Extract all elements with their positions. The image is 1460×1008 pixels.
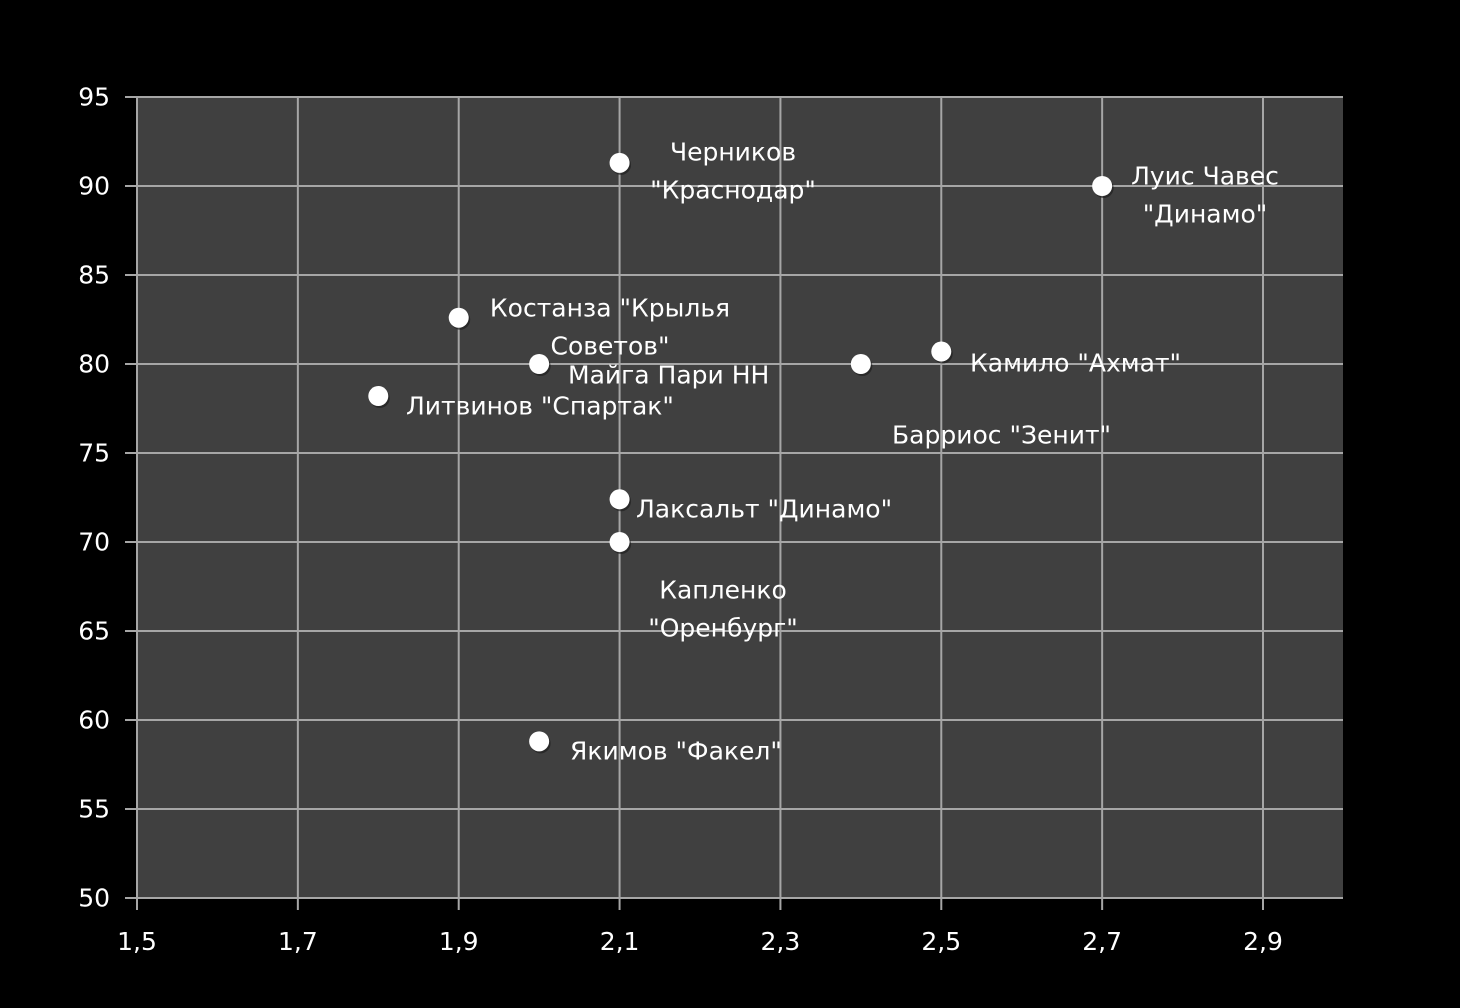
data-point [448,307,469,328]
x-tick-label: 1,7 [278,927,318,956]
data-point-group [529,731,551,754]
data-point [1092,176,1113,196]
data-label: "Оренбург" [648,614,798,643]
x-tick-label: 1,9 [439,927,479,956]
data-label: "Динамо" [1143,200,1268,229]
data-label: Луис Чавес [1131,162,1279,191]
data-point [931,341,952,362]
data-label: Лаксальт "Динамо" [636,495,892,524]
data-point-group [368,386,390,409]
x-tick-label: 2,5 [921,927,961,956]
y-tick-label: 60 [78,706,110,735]
data-point-group [448,307,471,330]
data-label: Капленко [659,576,787,605]
data-label: Камило "Ахмат" [970,349,1181,378]
data-label: Черников [670,138,796,167]
data-point-group [529,354,551,376]
data-point [609,532,630,552]
y-tick-label: 75 [78,439,110,468]
x-tick-label: 2,7 [1082,927,1122,956]
data-label: Майга Пари НН [568,361,769,390]
y-tick-label: 80 [78,350,110,379]
plot-area [137,97,1343,898]
data-label: "Краснодар" [650,176,816,205]
x-tick-label: 2,9 [1243,927,1283,956]
data-label: Советов" [551,332,670,361]
x-tick-label: 2,1 [600,927,640,956]
data-point [529,731,550,752]
y-tick-label: 55 [78,795,110,824]
y-tick-label: 90 [78,172,110,201]
data-point [850,354,871,374]
y-tick-label: 95 [78,83,110,112]
x-tick-label: 2,3 [761,927,801,956]
data-label: Барриос "Зенит" [892,421,1111,450]
data-point [609,489,630,510]
data-point [368,386,389,407]
data-point-group [609,532,632,554]
y-tick-label: 65 [78,617,110,646]
data-label: Костанза "Крылья [490,294,730,323]
x-tick-label: 1,5 [117,927,157,956]
data-point-group [931,341,953,364]
y-tick-label: 70 [78,528,110,557]
data-point-group [850,354,873,376]
data-point [609,152,630,173]
data-label: Литвинов "Спартак" [406,392,674,421]
data-label: Якимов "Факел" [570,737,782,766]
data-point [529,354,550,374]
data-point-group [609,152,632,175]
data-point-group [609,489,632,512]
y-tick-label: 85 [78,261,110,290]
data-point-group [1092,176,1114,198]
y-tick-label: 50 [78,884,110,913]
